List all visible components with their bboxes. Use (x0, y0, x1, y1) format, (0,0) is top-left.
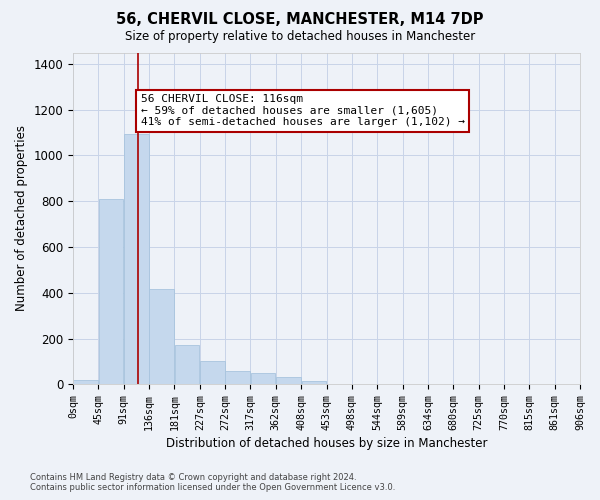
Bar (149, 290, 174, 384)
Bar (200, 362, 225, 384)
Bar (302, 381, 326, 384)
Bar (175, 346, 199, 385)
Bar (276, 378, 301, 384)
Text: Contains HM Land Registry data © Crown copyright and database right 2024.
Contai: Contains HM Land Registry data © Crown c… (30, 473, 395, 492)
X-axis label: Distribution of detached houses by size in Manchester: Distribution of detached houses by size … (166, 437, 487, 450)
Bar (251, 373, 275, 384)
Bar (124, 134, 149, 384)
Text: 56 CHERVIL CLOSE: 116sqm
← 59% of detached houses are smaller (1,605)
41% of sem: 56 CHERVIL CLOSE: 116sqm ← 59% of detach… (140, 94, 464, 128)
Y-axis label: Number of detached properties: Number of detached properties (15, 126, 28, 312)
Bar (73, 380, 98, 384)
Bar (226, 370, 250, 384)
Text: 56, CHERVIL CLOSE, MANCHESTER, M14 7DP: 56, CHERVIL CLOSE, MANCHESTER, M14 7DP (116, 12, 484, 28)
Bar (99, 199, 124, 384)
Text: Size of property relative to detached houses in Manchester: Size of property relative to detached ho… (125, 30, 475, 43)
